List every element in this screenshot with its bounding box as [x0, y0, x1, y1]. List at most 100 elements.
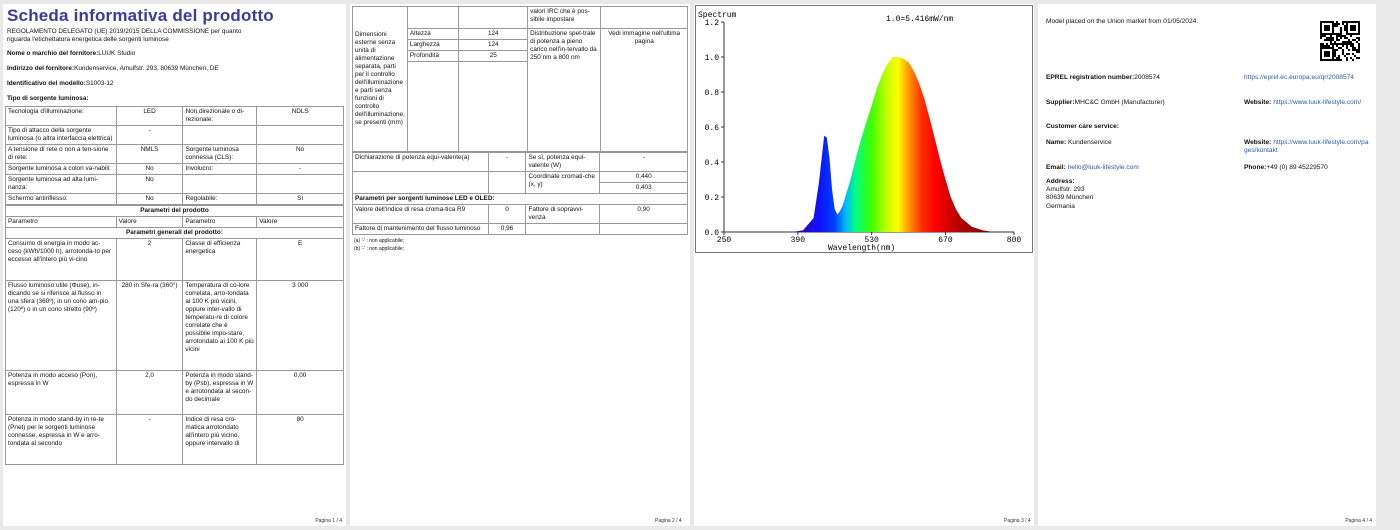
r9-label: Valore dell'indice di resa croma-tica R9 [352, 204, 489, 224]
address-line: Germania [1046, 202, 1075, 210]
cell: Sì [256, 193, 344, 205]
qr-module [1336, 43, 1338, 45]
qr-module [1338, 43, 1340, 45]
qr-module [1344, 21, 1346, 23]
cell: Potenza in modo stand-by (Psb), espressa… [182, 370, 258, 415]
cell: NMLS [115, 144, 184, 164]
cell: - [115, 125, 184, 145]
eprel-link[interactable]: https://eprel.ec.europa.eu/qr/2008574 [1244, 74, 1354, 81]
page-footer: Pagina 1 / 4 [315, 518, 342, 524]
coord-y: 0,403 [599, 182, 688, 194]
light-source-row: Sorgente luminosa a colori va-nabili: No I… [5, 163, 344, 175]
dim-value: 124 [458, 39, 529, 51]
qr-module [1322, 45, 1324, 47]
qr-module [1342, 43, 1344, 45]
email-link[interactable]: hello@luuk-lifestyle.com [1067, 164, 1139, 171]
regulation-line-1: REGOLAMENTO DELEGATO (UE) 2019/2015 DELL… [7, 28, 242, 35]
note-b: (b) '-' : non applicabile; [354, 246, 404, 252]
qr-module [1328, 39, 1330, 41]
page-footer: Pagina 2 / 4 [655, 518, 682, 524]
cell: Tipo di attacco della sorgente luminosa … [5, 125, 117, 145]
x-tick-label: 530 [864, 236, 879, 245]
qr-module [1336, 39, 1338, 41]
qr-module [1342, 53, 1344, 55]
qr-module [1336, 35, 1338, 37]
address-label: Indirizzo del fornitore: [7, 65, 75, 72]
qr-module [1356, 37, 1358, 39]
qr-module [1346, 45, 1348, 47]
qr-module [1344, 29, 1346, 31]
y-tick-label: 0.0 [705, 229, 720, 238]
cell: No [115, 193, 184, 205]
care-address: Address: Amulfstr. 293 80639 München Ger… [1046, 178, 1093, 211]
address-line: 80639 München [1046, 194, 1094, 202]
qr-module [1350, 35, 1352, 37]
power-value: - [487, 152, 527, 172]
qr-module [1354, 39, 1356, 41]
qr-module [1328, 45, 1330, 47]
qr-module [1348, 41, 1350, 43]
qr-module [1348, 49, 1350, 51]
r9-value: 0 [487, 204, 527, 224]
model-value: S1003-12 [85, 80, 114, 87]
y-tick-label: 1.0 [705, 54, 720, 63]
qr-module [1332, 45, 1334, 47]
col-header: Valore [115, 216, 184, 228]
chart-title: Spectrum [698, 11, 737, 20]
qr-module [1342, 45, 1344, 47]
qr-module [1350, 41, 1352, 43]
cell: Consumo di energia in modo ac-ceso (kWh/… [5, 238, 117, 281]
qr-module [1340, 37, 1342, 39]
qr-module [1334, 43, 1336, 45]
contact-link[interactable]: https://www.luuk-lifestyle.com/pages/kon… [1244, 139, 1369, 155]
qr-module [1342, 35, 1344, 37]
phone-value: +49 (0) 89 45229570 [1266, 164, 1328, 171]
qr-module [1358, 47, 1360, 49]
qr-module [1348, 39, 1350, 41]
qr-module [1334, 51, 1336, 53]
qr-module [1356, 41, 1358, 43]
dim-value: 124 [458, 28, 529, 40]
website-link[interactable]: https://www.luuk-lifestyle.com/ [1273, 99, 1362, 106]
supplier-address: Indirizzo del fornitore:Kundenservice, A… [7, 65, 342, 73]
qr-module [1340, 31, 1342, 33]
name-label: Name: [1046, 139, 1067, 146]
param-row: Potenza in modo acceso (Pon), espressa i… [5, 370, 344, 415]
supplier-brand: Nome o marchio del fornitore:LUUK Studio [7, 50, 342, 58]
qr-module [1338, 59, 1340, 61]
qr-module [1326, 39, 1328, 41]
power-question-value: - [599, 152, 688, 172]
x-tick-label: 390 [791, 236, 806, 245]
qr-module [1338, 47, 1340, 49]
dim-key: Larghezza [406, 39, 460, 51]
cell: Classe di efficienza energetica [182, 238, 258, 281]
qr-module [1356, 57, 1358, 59]
light-source-row: Tecnologia d'illuminazione: LED Non direzi… [5, 106, 344, 126]
qr-module [1324, 35, 1326, 37]
qr-module [1352, 47, 1354, 49]
page-4: Model placed on the Union market from 01… [1038, 4, 1376, 526]
qr-module [1330, 35, 1332, 37]
qr-module [1320, 37, 1322, 39]
type-label: Tipo di sorgente luminosa: [7, 95, 89, 102]
cell: Indice di resa cro-matica arrotondato al… [182, 414, 258, 465]
qr-module [1334, 33, 1336, 35]
website: Website: https://www.luuk-lifestyle.com/ [1244, 99, 1372, 107]
qr-module [1358, 49, 1360, 51]
dim-value: 25 [458, 50, 529, 62]
page-footer: Pagina 3 / 4 [1004, 518, 1031, 524]
qr-module [1346, 57, 1348, 59]
qr-module [1336, 49, 1338, 51]
dimensions-label: Dimensioni esterne senza unità di alimen… [352, 6, 408, 152]
qr-module [1348, 53, 1350, 55]
cell: 2 [115, 238, 184, 281]
coord-label: Coordinate cromati-che (x, y) [525, 171, 601, 194]
qr-module [1358, 51, 1360, 53]
cell: No [115, 174, 184, 194]
qr-module [1352, 45, 1354, 47]
qr-module [1340, 59, 1342, 61]
cell: Schermo antiriflesso: [5, 193, 117, 205]
cell: Sorgente luminosa a colori va-nabili: [5, 163, 117, 175]
qr-module [1338, 33, 1340, 35]
cell: - [256, 163, 344, 175]
